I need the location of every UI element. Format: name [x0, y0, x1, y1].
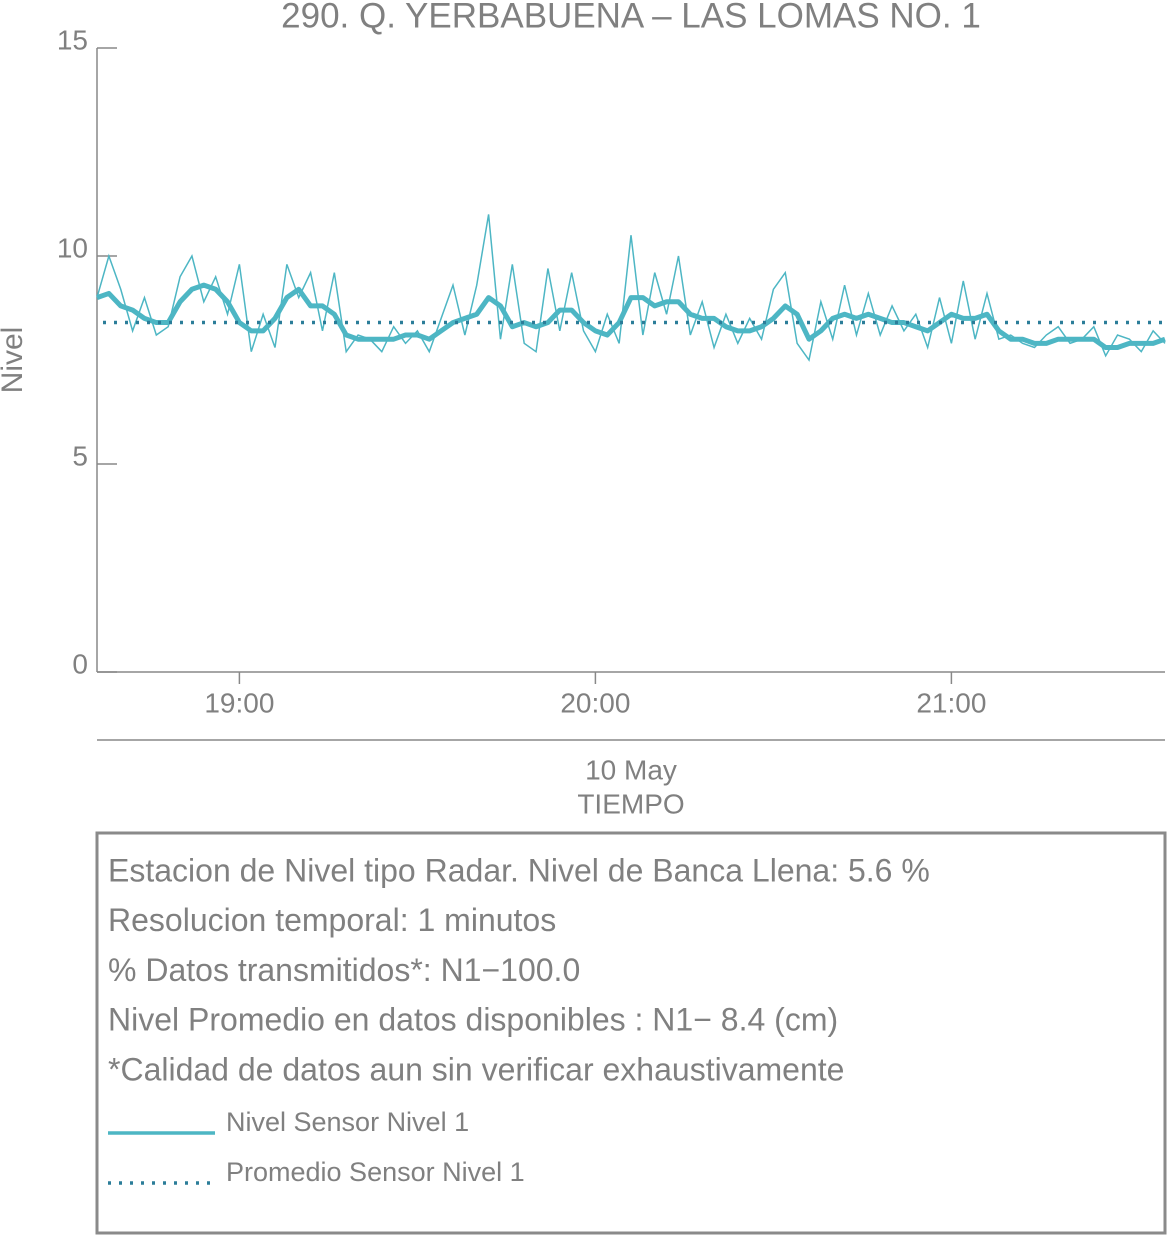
note-line: % Datos transmitidos*: N1−100.0	[108, 952, 580, 988]
x-axis-label: TIEMPO	[577, 788, 684, 819]
series-line	[96, 214, 1166, 362]
x-tick-label: 20:00	[560, 687, 630, 718]
info-box	[95, 831, 1167, 1235]
note-line: Resolucion temporal: 1 minutos	[108, 902, 556, 938]
y-tick-label: 10	[57, 232, 88, 263]
chart-title: 290. Q. YERBABUENA – LAS LOMAS NO. 1	[281, 0, 981, 35]
note-line: *Calidad de datos aun sin verificar exha…	[108, 1051, 844, 1087]
y-tick-label: 0	[72, 648, 88, 679]
note-line: Estacion de Nivel tipo Radar. Nivel de B…	[108, 852, 930, 888]
note-line: Nivel Promedio en datos disponibles : N1…	[108, 1002, 838, 1038]
x-tick-label: 19:00	[204, 687, 274, 718]
legend-label: Promedio Sensor Nivel 1	[226, 1157, 525, 1187]
trend-line	[96, 282, 1166, 351]
y-tick-label: 15	[57, 24, 88, 55]
y-tick-label: 5	[72, 440, 88, 471]
date-label: 10 May	[585, 754, 677, 785]
legend-label: Nivel Sensor Nivel 1	[226, 1107, 469, 1137]
y-axis-label: Nivel	[0, 327, 29, 394]
x-tick-label: 21:00	[916, 687, 986, 718]
